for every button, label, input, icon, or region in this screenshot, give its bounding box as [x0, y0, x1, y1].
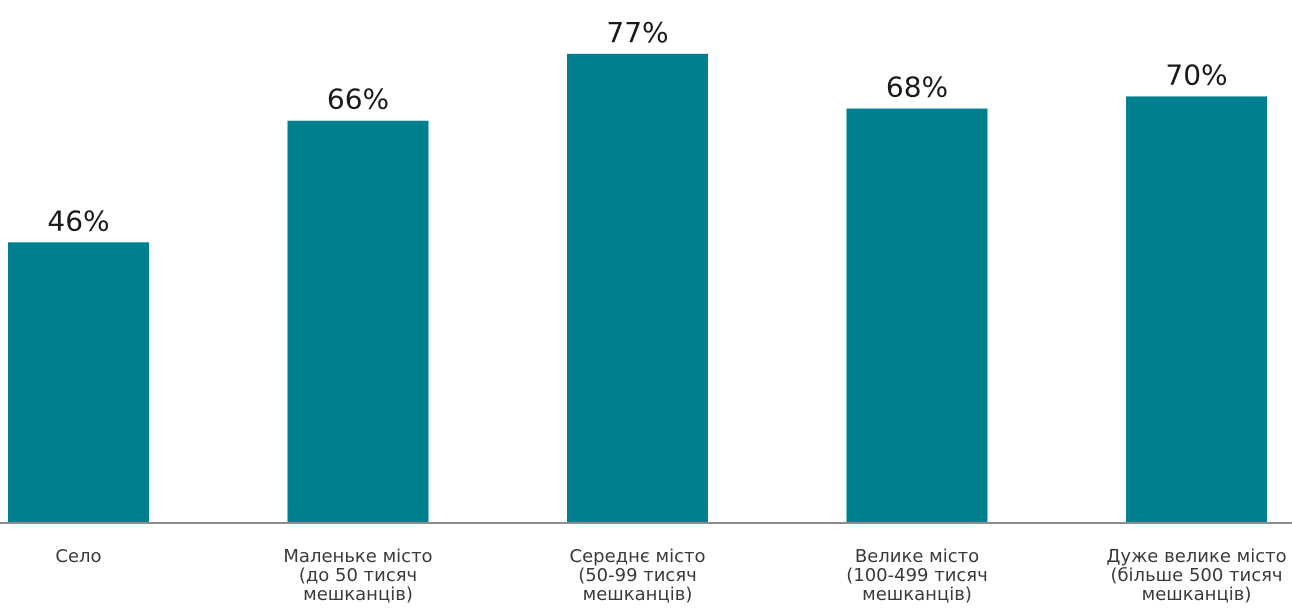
bar-value-label-1: 66%: [327, 83, 389, 116]
category-label-2: Середнє місто (50-99 тисяч мешканців): [570, 546, 706, 605]
category-label-3: Велике місто (100-499 тисяч мешканців): [846, 546, 988, 605]
category-label-line: Велике місто: [855, 546, 979, 567]
bar-value-label-4: 70%: [1165, 58, 1227, 91]
bar-4: [1126, 96, 1267, 523]
category-label-line: Маленьке місто: [283, 546, 432, 567]
value-labels-group: 46% 66% 77% 68% 70%: [47, 16, 1227, 237]
category-labels-group: Село Маленьке місто (до 50 тисяч мешканців)…: [55, 546, 1286, 605]
category-label-4: Дуже велике місто (більше 500 тисяч мешкан…: [1106, 546, 1286, 605]
bar-0: [8, 242, 149, 522]
category-label-line: (до 50 тисяч: [299, 565, 417, 586]
category-label-1: Маленьке місто (до 50 тисяч мешканців): [283, 546, 432, 605]
bar-value-label-3: 68%: [886, 71, 948, 104]
category-label-line: (100-499 тисяч: [846, 565, 988, 586]
bar-2: [567, 53, 708, 523]
category-label-line: (50-99 тисяч: [578, 565, 697, 586]
category-label-line: мешканців): [1142, 584, 1252, 605]
category-label-line: Середнє місто: [570, 546, 706, 567]
category-label-0: Село: [55, 546, 101, 567]
bar-3: [846, 108, 988, 522]
category-label-line: Дуже велике місто: [1106, 546, 1286, 567]
bar-value-label-2: 77%: [606, 16, 668, 49]
bar-value-label-0: 46%: [47, 204, 109, 237]
category-label-line: Село: [55, 546, 101, 567]
bars-group: [8, 53, 1267, 523]
category-label-line: мешканців): [303, 584, 413, 605]
category-label-line: мешканців): [583, 584, 693, 605]
bar-1: [287, 120, 429, 522]
category-label-line: (більше 500 тисяч: [1110, 565, 1282, 586]
category-label-line: мешканців): [862, 584, 972, 605]
